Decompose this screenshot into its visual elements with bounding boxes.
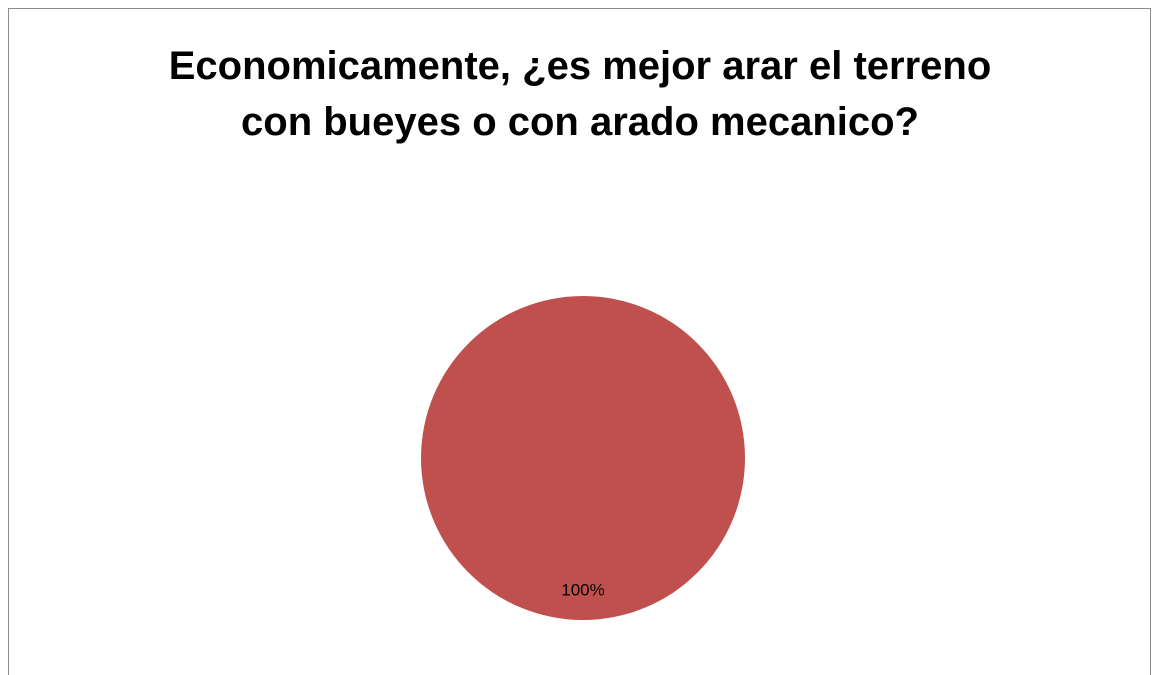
data-label: 100% bbox=[561, 580, 604, 599]
chart-title: Economicamente, ¿es mejor arar el terren… bbox=[168, 44, 992, 144]
pie-slice bbox=[421, 296, 745, 620]
chart-frame bbox=[8, 8, 1151, 675]
